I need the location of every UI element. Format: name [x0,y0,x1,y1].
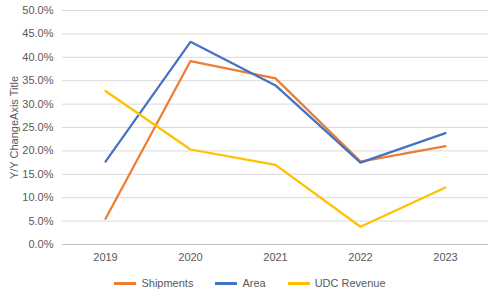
svg-text:15.0%: 15.0% [22,168,53,180]
svg-text:25.0%: 25.0% [22,121,53,133]
svg-text:2020: 2020 [178,251,202,263]
svg-text:20.0%: 20.0% [22,144,53,156]
svg-text:45.0%: 45.0% [22,27,53,39]
svg-text:30.0%: 30.0% [22,98,53,110]
html-text:Shipments: Shipments [141,277,194,289]
html-text:UDC Revenue: UDC Revenue [314,277,386,289]
svg-text:35.0%: 35.0% [22,74,53,86]
svg-text:0.0%: 0.0% [28,238,53,250]
svg-text:2021: 2021 [263,251,287,263]
svg-text:40.0%: 40.0% [22,51,53,63]
svg-text:2023: 2023 [433,251,457,263]
svg-text:2022: 2022 [348,251,372,263]
svg-text:10.0%: 10.0% [22,191,53,203]
svg-text:Y/Y ChangeAxis Title: Y/Y ChangeAxis Title [8,76,20,179]
svg-text:5.0%: 5.0% [28,215,53,227]
svg-text:2019: 2019 [93,251,117,263]
html-text:Area: Area [242,277,266,289]
svg-text:50.0%: 50.0% [22,4,53,16]
